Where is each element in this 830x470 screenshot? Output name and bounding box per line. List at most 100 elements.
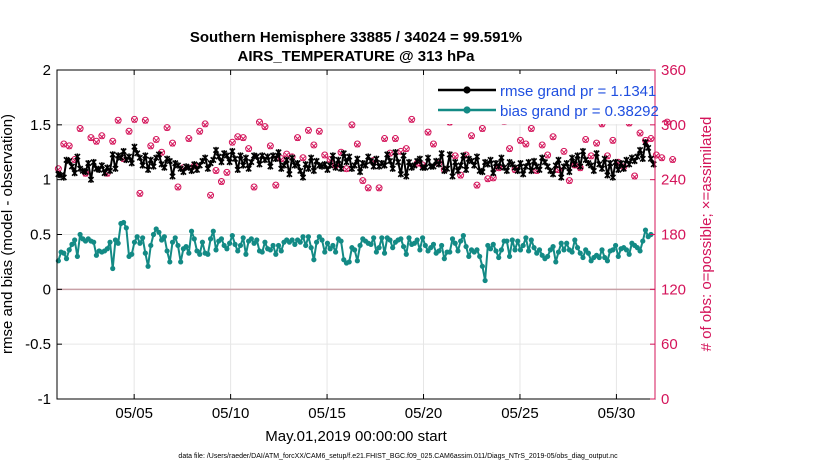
obs-possible-point [310,141,318,149]
rmse-point [577,163,584,170]
obs-possible-point [277,155,285,163]
obs-assimilated-stroke [485,177,491,183]
rmse-point [109,151,116,158]
bias-point [487,246,494,252]
bias-point [558,240,564,246]
bias-point [210,228,216,234]
rmse-point [101,169,108,177]
bias-point [207,236,214,242]
bias-point [371,235,377,241]
rmse-point [530,157,538,165]
obs-possible-point [169,139,177,147]
bias-point [520,242,526,249]
bias-point [414,237,420,243]
obs-possible-point [473,181,481,189]
obs-assimilated-stroke [251,185,257,191]
bias-point [104,246,110,252]
obs-possible-point [527,124,535,132]
x-tick-label: 05/20 [405,405,443,422]
obs-assimilated-stroke [246,146,252,153]
right-tick-label: 120 [661,281,686,298]
bias-point [346,259,352,265]
rmse-point [237,152,244,159]
bias-point [161,234,167,240]
obs-possible-point [609,136,617,144]
obs-assimilated-stroke [99,134,105,140]
bias-point [63,256,70,262]
bias-point [474,247,480,253]
bias-point [506,253,513,260]
right-tick-label: 60 [661,336,678,353]
bias-point [555,249,562,255]
bias-point [406,235,412,241]
bias-point [585,250,592,256]
bias-point [528,237,534,243]
obs-assimilated-point [218,179,225,185]
right-y-axis: 0 60 120 180 240 300 360 [650,62,686,408]
bias-point [297,239,303,245]
obs-assimilated-point [517,138,524,144]
obs-assimilated-point [240,135,246,142]
rmse-point [517,160,524,167]
rmse-point [231,155,239,163]
bias-point [237,242,244,249]
rmse-point [307,154,315,161]
bias-point [324,240,331,246]
rmse-point [218,158,225,166]
rmse-point [601,155,608,163]
obs-assimilated-stroke [354,142,360,148]
rmse-point [571,161,578,168]
obs-assimilated-stroke [240,135,246,142]
bias-point [322,249,328,255]
bias-point [482,277,488,284]
obs-assimilated-stroke [376,186,382,192]
bias-point [596,254,602,261]
bias-point [640,238,646,244]
rmse-point [525,158,532,166]
obs-assimilated-stroke [392,136,398,143]
obs-assimilated-stroke [430,142,437,148]
bias-point [134,234,140,240]
bias-point [390,245,396,251]
rmse-point [579,147,587,155]
obs-possible-point [76,124,84,132]
obs-assimilated-point [251,185,257,191]
rmse-point [590,167,598,175]
obs-possible-point [304,126,312,134]
obs-assimilated-point [197,129,203,135]
obs-possible-point [549,133,557,141]
obs-possible-point [538,141,546,149]
rmse-point [351,162,358,169]
obs-possible-point [663,118,671,126]
obs-possible-point [631,172,639,180]
bias-point [642,227,649,233]
obs-assimilated-stroke [648,136,654,143]
bias-point [129,251,135,257]
obs-possible-point [636,129,644,137]
obs-assimilated-stroke [148,144,154,150]
obs-assimilated-point [322,153,328,159]
bias-point [531,245,537,251]
bias-point [74,253,80,260]
bias-point [352,247,358,253]
bias-point [61,250,67,256]
rmse-point [139,162,146,169]
bias-point [235,248,241,254]
obs-assimilated-stroke [409,117,415,123]
obs-assimilated-point [381,136,388,143]
rmse-point [617,160,625,167]
obs-assimilated-stroke [545,153,551,159]
bias-point [333,249,339,255]
obs-possible-point [408,115,416,123]
rmse-point [180,168,187,176]
rmse-point [563,160,570,167]
legend: rmse grand pr = 1.1341 bias grand pr = 0… [434,74,659,124]
legend-rmse-marker [463,86,471,94]
rmse-point [498,154,505,161]
obs-assimilated-point [376,186,382,192]
bias-point [262,239,268,245]
bias-point [164,248,170,254]
bias-point [493,248,499,254]
obs-possible-point [141,116,149,124]
rmse-point [642,139,649,146]
